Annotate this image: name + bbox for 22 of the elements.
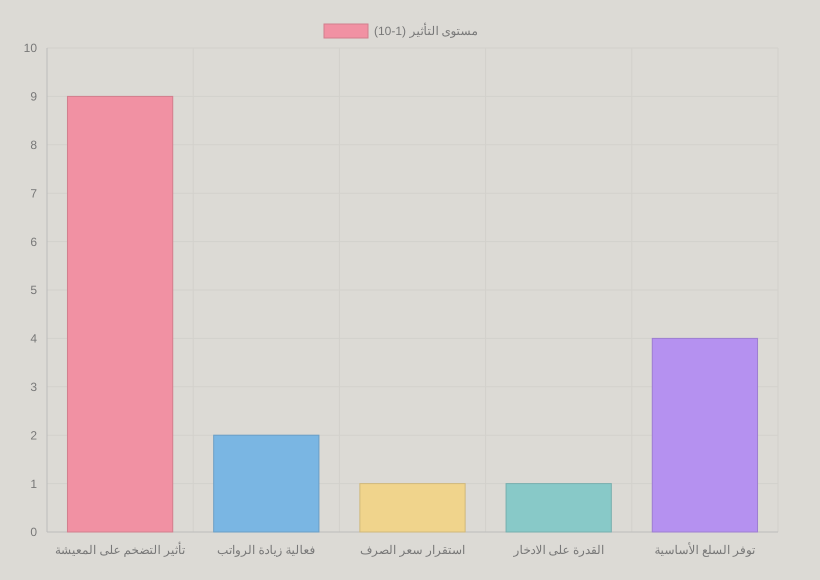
x-tick-label: القدرة على الادخار xyxy=(512,543,604,557)
y-tick-label: 0 xyxy=(30,525,38,540)
x-tick-label: فعالية زيادة الرواتب xyxy=(216,543,316,557)
bar xyxy=(359,483,466,532)
bar xyxy=(66,96,174,532)
y-tick-label: 1 xyxy=(30,476,38,491)
y-tick-label: 7 xyxy=(30,186,38,200)
x-tick-label: توفر السلع الأساسية xyxy=(654,542,756,557)
y-tick-label: 2 xyxy=(30,428,38,442)
y-tick-label: 3 xyxy=(30,380,38,394)
y-tick-label: 5 xyxy=(30,283,38,298)
bar xyxy=(213,434,320,532)
y-tick-label: 10 xyxy=(24,41,38,56)
y-tick-label: 6 xyxy=(30,234,38,249)
y-tick-label: 4 xyxy=(30,332,38,346)
y-tick-label: 8 xyxy=(30,138,38,152)
y-tick-label: 9 xyxy=(30,90,38,104)
x-tick-label: تأثير التضخم على المعيشة xyxy=(55,541,186,557)
bar xyxy=(506,483,612,532)
legend-label: مستوى التأثير (1-10) xyxy=(374,22,478,38)
bar xyxy=(652,338,758,532)
x-tick-label: استقرار سعر الصرف xyxy=(360,543,465,557)
